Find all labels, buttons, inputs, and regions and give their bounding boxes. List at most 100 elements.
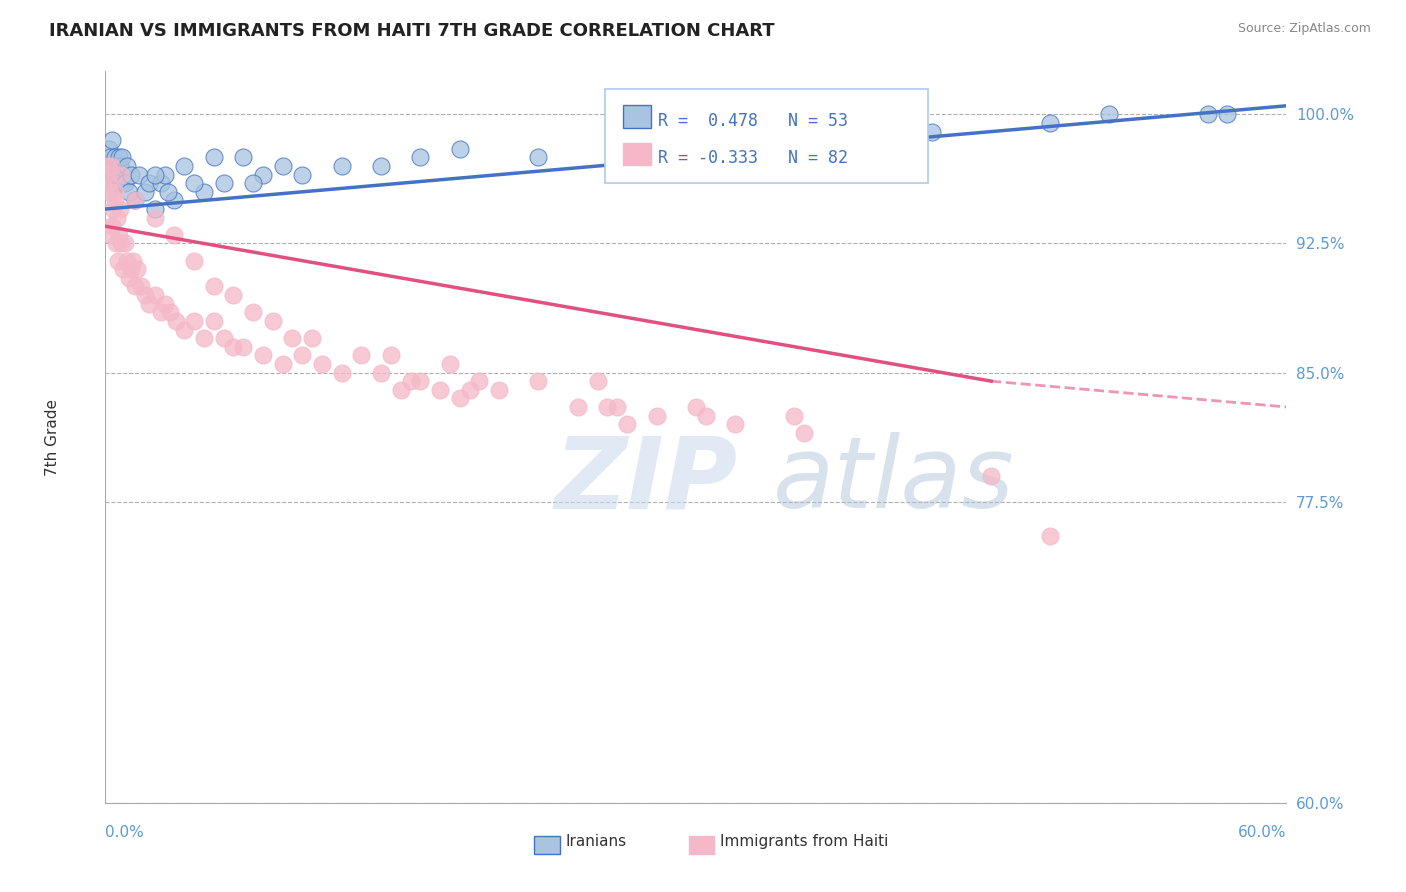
Point (262, 314, 284, 328)
Point (193, 331, 215, 345)
Point (143, 168, 166, 182)
Point (202, 150, 225, 164)
Text: Source: ZipAtlas.com: Source: ZipAtlas.com (1237, 22, 1371, 36)
Point (724, 417, 747, 432)
Point (101, 219, 124, 234)
Point (104, 185, 127, 199)
Point (108, 227, 131, 242)
Point (232, 150, 254, 164)
Point (330, 366, 353, 380)
Point (1216, 107, 1239, 121)
Point (173, 322, 195, 336)
Point (96, 168, 118, 182)
Point (107, 168, 129, 182)
Text: ZIP: ZIP (554, 433, 737, 530)
Point (232, 340, 254, 354)
Point (110, 168, 132, 182)
Point (527, 150, 550, 164)
Point (488, 383, 510, 397)
Point (783, 409, 806, 423)
Point (165, 314, 187, 328)
Point (311, 357, 333, 371)
Point (124, 194, 146, 208)
Point (449, 142, 471, 156)
Point (242, 305, 264, 319)
Point (157, 185, 180, 199)
Point (118, 185, 141, 199)
Point (104, 194, 127, 208)
Point (120, 168, 142, 182)
Point (114, 176, 136, 190)
Point (183, 253, 205, 268)
Point (271, 159, 294, 173)
Point (793, 425, 815, 440)
Point (212, 331, 235, 345)
Text: 60.0%: 60.0% (1239, 825, 1286, 840)
Text: 7th Grade: 7th Grade (45, 399, 60, 475)
Point (110, 202, 132, 216)
Point (107, 253, 129, 268)
Point (163, 227, 186, 242)
Point (143, 202, 166, 216)
Point (115, 159, 138, 173)
Point (252, 168, 274, 182)
Point (193, 185, 215, 199)
Point (921, 125, 943, 139)
Text: 0.0%: 0.0% (105, 825, 145, 840)
Point (685, 400, 707, 414)
Point (122, 253, 145, 268)
Point (291, 348, 314, 362)
Point (124, 194, 146, 208)
Point (389, 383, 412, 397)
Point (98, 176, 121, 190)
Point (100, 176, 122, 190)
Point (301, 331, 323, 345)
Point (271, 357, 294, 371)
Point (100, 159, 122, 173)
Point (138, 176, 160, 190)
Point (98, 142, 121, 156)
Point (823, 133, 845, 147)
Point (458, 383, 481, 397)
Point (695, 409, 717, 423)
Point (125, 262, 148, 277)
Point (134, 185, 156, 199)
Point (97, 159, 120, 173)
Point (980, 468, 1002, 483)
Point (399, 374, 422, 388)
Point (97, 168, 120, 182)
Point (606, 150, 628, 164)
Point (350, 348, 373, 362)
Point (103, 202, 125, 216)
Point (129, 279, 152, 293)
Point (252, 348, 274, 362)
Point (105, 211, 128, 225)
Point (242, 176, 264, 190)
Point (1039, 529, 1062, 543)
Point (115, 253, 138, 268)
Point (567, 400, 589, 414)
Point (202, 314, 225, 328)
Point (449, 392, 471, 406)
Point (112, 168, 135, 182)
Text: atlas: atlas (773, 433, 1014, 530)
Point (439, 357, 461, 371)
Text: R =  0.478   N = 53: R = 0.478 N = 53 (658, 112, 848, 129)
Point (118, 271, 141, 285)
Point (409, 150, 432, 164)
Point (527, 374, 550, 388)
Point (111, 150, 134, 164)
Point (159, 305, 181, 319)
Point (173, 159, 195, 173)
Point (143, 288, 166, 302)
Point (110, 159, 132, 173)
Point (222, 340, 245, 354)
Point (105, 176, 128, 190)
Point (114, 236, 136, 251)
Point (685, 142, 707, 156)
Point (101, 219, 124, 234)
Point (330, 159, 353, 173)
Point (222, 288, 245, 302)
Point (153, 168, 176, 182)
Point (606, 400, 628, 414)
